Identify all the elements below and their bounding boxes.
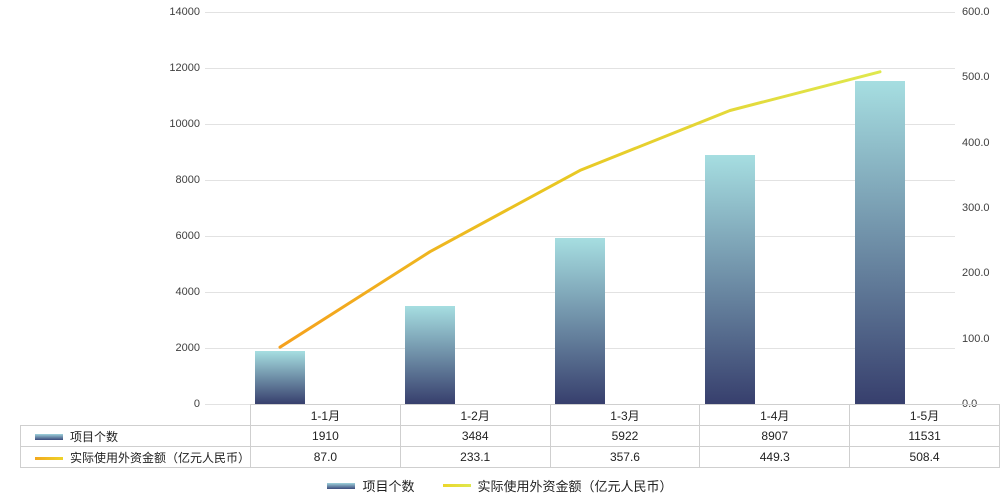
- legend-label: 项目个数: [362, 479, 415, 494]
- line-series-marker-icon: [35, 456, 63, 460]
- table-cell: 5922: [549, 425, 701, 447]
- table-cell: 233.1: [399, 446, 551, 468]
- gridline: [205, 236, 955, 237]
- table-cell: 449.3: [699, 446, 851, 468]
- left-axis-tick-label: 4000: [175, 286, 200, 298]
- table-cell: 1910: [250, 425, 401, 447]
- table-header-cell: 1-4月: [699, 404, 851, 426]
- left-axis-tick-label: 12000: [169, 62, 200, 74]
- table-row-label: 实际使用外资金额（亿元人民币）: [19, 446, 252, 468]
- left-axis-tick-label: 14000: [169, 6, 200, 18]
- left-axis-tick-label: 0: [193, 398, 200, 410]
- legend-item: 项目个数: [327, 476, 415, 495]
- table-cell: 87.0: [250, 446, 401, 468]
- gridline: [205, 180, 955, 181]
- table-cell: 3484: [399, 425, 551, 447]
- legend-line-marker-icon: [442, 484, 471, 487]
- table-cell: 8907: [699, 425, 851, 447]
- table-cell: 508.4: [849, 446, 1000, 468]
- bar: [855, 81, 905, 404]
- right-axis-tick-label: 200.0: [962, 267, 990, 280]
- gridline: [205, 12, 955, 13]
- table-row: 项目个数 1910 3484 5922 8907 11531: [19, 425, 1000, 447]
- left-axis-tick-label: 6000: [175, 230, 200, 242]
- right-axis-tick-label: 400.0: [962, 136, 990, 149]
- left-axis-tick-label: 8000: [175, 174, 200, 186]
- gridline: [205, 68, 955, 69]
- table-cell: 11531: [849, 425, 1000, 447]
- left-axis-tick-label: 10000: [169, 118, 200, 130]
- right-axis-tick-label: 500.0: [962, 71, 990, 84]
- legend-bar-marker-icon: [327, 482, 356, 489]
- data-table: 1-1月 1-2月 1-3月 1-4月 1-5月项目个数 1910 3484 5922 8907…: [19, 404, 1000, 468]
- legend-item: 实际使用外资金额（亿元人民币）: [442, 476, 673, 495]
- bar: [705, 154, 755, 404]
- table-header-row: 1-1月 1-2月 1-3月 1-4月 1-5月: [21, 404, 1000, 426]
- table-header-cell: 1-2月: [399, 404, 551, 426]
- table-row-label-text: 实际使用外资金额（亿元人民币）: [70, 450, 251, 465]
- table-corner-cell: [21, 405, 251, 426]
- table-header-cell: 1-3月: [549, 404, 701, 426]
- bar-series-marker-icon: [35, 434, 63, 441]
- right-axis-tick-label: 600.0: [962, 6, 990, 18]
- chart-legend: 项目个数 实际使用外资金额（亿元人民币）: [0, 476, 1000, 495]
- table-row: 实际使用外资金额（亿元人民币） 87.0 233.1 357.6 449.3 508.4: [19, 446, 1000, 468]
- legend-label: 实际使用外资金额（亿元人民币）: [477, 479, 673, 494]
- gridline: [205, 124, 955, 125]
- table-cell: 357.6: [549, 446, 701, 468]
- table-row-label-text: 项目个数: [70, 429, 119, 444]
- table-row-label: 项目个数: [19, 425, 252, 447]
- bar: [555, 238, 605, 404]
- right-axis-tick-label: 300.0: [962, 202, 990, 214]
- right-axis-tick-label: 100.0: [962, 332, 990, 345]
- table-header-cell: 1-5月: [849, 404, 1000, 426]
- bar: [405, 306, 455, 404]
- bar: [255, 350, 305, 404]
- left-axis-tick-label: 2000: [175, 342, 200, 354]
- table-header-cell: 1-1月: [250, 404, 401, 426]
